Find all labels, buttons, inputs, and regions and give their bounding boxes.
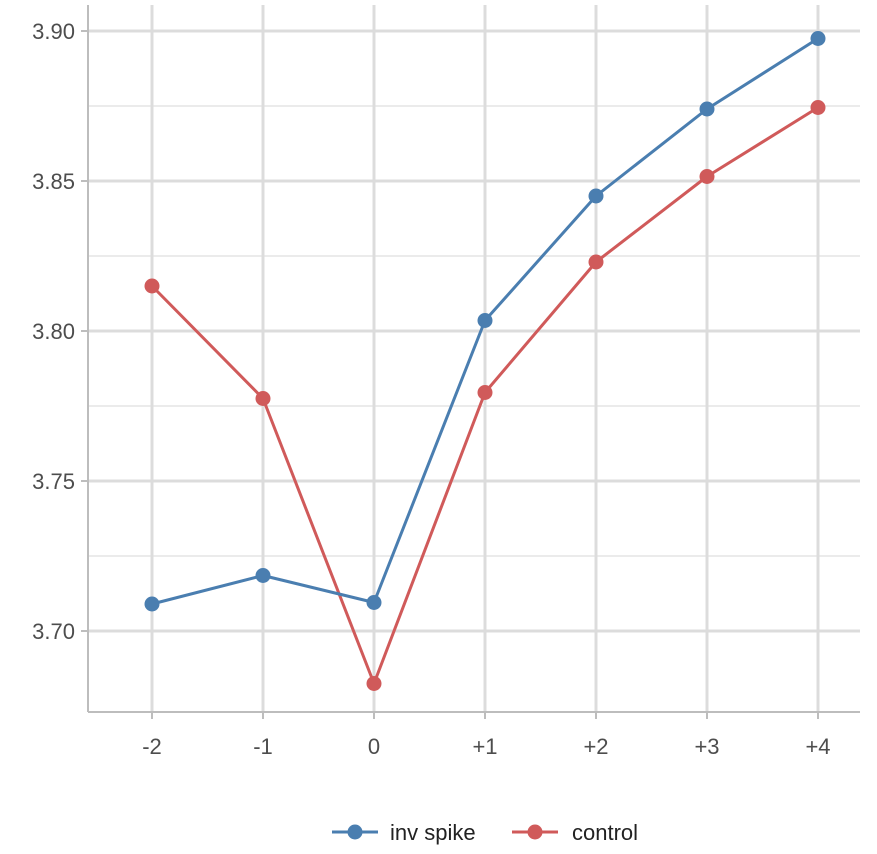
data-point-inv-spike [366,595,382,610]
data-point-inv-spike [699,101,715,117]
y-tick-label: 3.90 [32,19,75,44]
data-point-inv-spike [255,568,271,583]
y-tick-label: 3.80 [32,319,75,344]
data-point-control [477,385,493,400]
data-point-control [366,676,382,691]
legend-label-control: control [572,820,638,845]
x-tick-label: +2 [583,734,608,759]
data-point-inv-spike [588,188,604,204]
series-lines [144,31,826,691]
legend-marker-control [527,824,543,840]
tick-labels: 3.70 3.75 3.80 3.85 3.90 -2 -1 0 +1 +2 +3 +4 [32,19,830,759]
legend-label-inv-spike: inv spike [390,820,476,845]
x-tick-label: -2 [142,734,162,759]
data-point-inv-spike [144,596,160,612]
axes [81,5,860,719]
data-point-control [699,169,715,184]
data-point-control [144,278,160,294]
data-point-inv-spike [477,313,493,328]
legend-marker-inv-spike [347,824,363,840]
y-tick-label: 3.75 [32,469,75,494]
y-tick-label: 3.70 [32,619,75,644]
data-point-inv-spike [810,31,826,46]
x-tick-label: +4 [805,734,830,759]
data-point-control [255,391,271,406]
legend-item-control: control [512,820,638,845]
x-tick-label: +3 [694,734,719,759]
x-tick-label: +1 [472,734,497,759]
legend: inv spike control [332,820,638,845]
x-tick-label: 0 [368,734,380,759]
y-tick-label: 3.85 [32,169,75,194]
data-point-control [810,100,826,115]
data-point-control [588,254,604,270]
legend-item-inv-spike: inv spike [332,820,476,845]
x-tick-label: -1 [253,734,273,759]
grid-lines [88,5,860,712]
